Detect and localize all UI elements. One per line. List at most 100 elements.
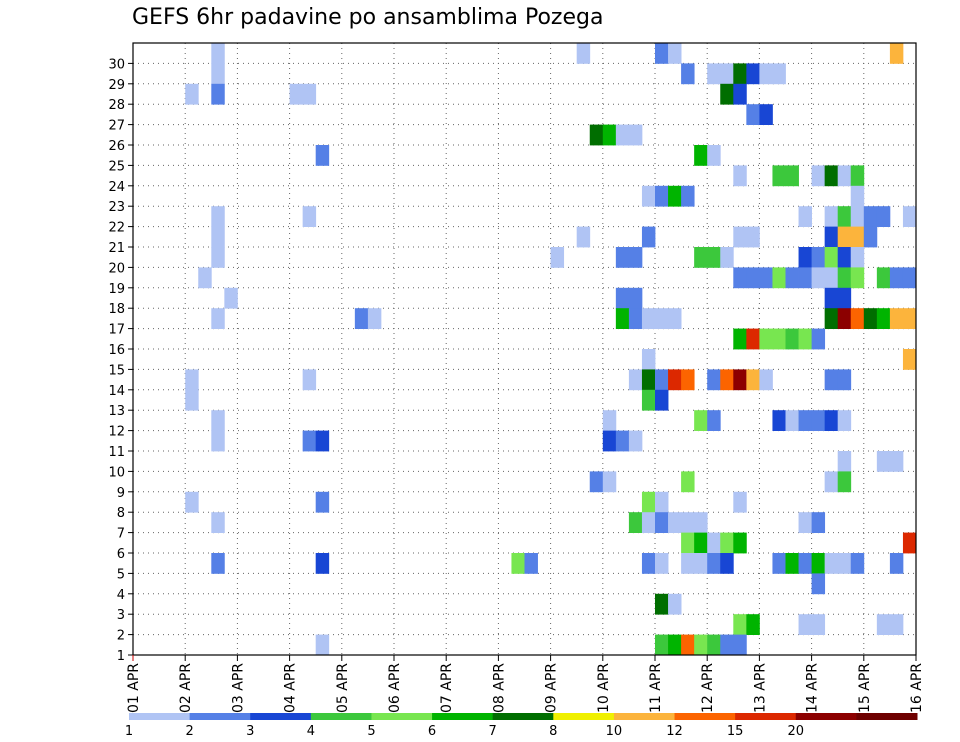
x-tick-label: 16 APR <box>909 663 925 713</box>
heatmap-cell <box>733 634 747 656</box>
heatmap-cell <box>315 430 330 452</box>
heatmap-cell <box>876 451 891 472</box>
heatmap-cell <box>811 573 826 595</box>
heatmap-cell <box>315 145 330 166</box>
y-tick-label: 10 <box>108 465 125 480</box>
heatmap-cell <box>863 308 878 329</box>
heatmap-cell <box>772 328 786 350</box>
heatmap-cell <box>655 185 669 207</box>
colorbar-label: 15 <box>727 724 744 739</box>
heatmap-cell <box>185 491 199 513</box>
y-tick-label: 26 <box>108 139 125 154</box>
heatmap-cell <box>759 328 773 350</box>
heatmap-cell <box>668 308 682 329</box>
heatmap-cell <box>837 553 852 574</box>
heatmap-cell <box>850 267 865 289</box>
x-tick-label: 02 APR <box>178 663 194 713</box>
y-tick-label: 11 <box>108 445 125 460</box>
heatmap-cell <box>681 512 695 533</box>
heatmap-cell <box>850 226 865 248</box>
y-tick-label: 30 <box>108 57 125 72</box>
heatmap-cell <box>824 553 839 574</box>
heatmap-cell <box>641 369 656 391</box>
heatmap-cell <box>811 247 826 268</box>
heatmap-cell <box>655 491 669 513</box>
heatmap-cell <box>902 308 917 329</box>
heatmap-cell <box>824 308 839 329</box>
heatmap-cell <box>824 369 839 391</box>
heatmap-cell <box>837 369 852 391</box>
x-tick-label: 12 APR <box>700 663 716 713</box>
heatmap-cell <box>902 349 917 370</box>
heatmap-cell <box>733 83 747 105</box>
colorbar-label: 10 <box>606 724 623 739</box>
heatmap-cell <box>798 267 812 289</box>
colorbar-swatch <box>795 713 857 720</box>
colorbar-swatch <box>735 713 797 720</box>
heatmap-cell <box>602 471 617 493</box>
heatmap-cell <box>785 267 799 289</box>
heatmap-cell <box>668 369 682 391</box>
heatmap-cell <box>798 328 812 350</box>
heatmap-cell <box>707 247 721 268</box>
heatmap-cell <box>798 206 812 227</box>
y-tick-label: 12 <box>108 425 125 440</box>
heatmap-cell <box>811 614 826 635</box>
heatmap-cell <box>602 410 617 431</box>
heatmap-cell <box>772 410 786 431</box>
y-tick-label: 16 <box>108 343 125 358</box>
heatmap-cell <box>720 553 734 574</box>
colorbar-swatch <box>250 713 312 720</box>
colorbar-label: 20 <box>787 724 804 739</box>
heatmap-cell <box>889 614 904 635</box>
heatmap-cell <box>733 267 747 289</box>
heatmap-cell <box>824 165 839 187</box>
heatmap-cell <box>889 267 904 289</box>
heatmap-cell <box>720 634 734 656</box>
colorbar-label: 2 <box>185 724 193 739</box>
heatmap-cell <box>211 308 225 329</box>
heatmap-cell <box>720 532 734 554</box>
heatmap-cell <box>694 553 708 574</box>
x-tick-label: 10 APR <box>596 663 612 713</box>
heatmap-cell <box>707 369 721 391</box>
colorbar-swatch <box>553 713 615 720</box>
heatmap-cell <box>824 247 839 268</box>
heatmap-cell <box>824 287 839 309</box>
heatmap-cell <box>863 226 878 248</box>
heatmap-cell <box>576 226 591 248</box>
y-tick-label: 5 <box>117 567 125 582</box>
heatmap-cell <box>707 63 721 85</box>
heatmap-cell <box>211 553 225 574</box>
heatmap-cell <box>759 104 773 125</box>
heatmap-cell <box>681 369 695 391</box>
heatmap-cell <box>524 553 538 574</box>
y-tick-label: 2 <box>117 629 125 644</box>
x-tick-label: 01 APR <box>126 663 142 713</box>
heatmap-cell <box>759 63 773 85</box>
heatmap-cell <box>837 471 852 493</box>
heatmap-cell <box>628 430 643 452</box>
heatmap-cell <box>772 63 786 85</box>
heatmap-cell <box>668 512 682 533</box>
colorbar-swatch <box>310 713 372 720</box>
heatmap-cell <box>837 267 852 289</box>
heatmap-cell <box>315 491 330 513</box>
heatmap-cell <box>602 430 617 452</box>
heatmap-cell <box>707 145 721 166</box>
heatmap-cell <box>655 43 669 64</box>
heatmap-cell <box>302 430 317 452</box>
heatmap-cell <box>694 532 708 554</box>
heatmap-cell <box>655 369 669 391</box>
y-tick-label: 17 <box>108 323 125 338</box>
heatmap-cell <box>211 247 225 268</box>
heatmap-cell <box>837 206 852 227</box>
heatmap-cell <box>837 247 852 268</box>
heatmap-cell <box>694 145 708 166</box>
heatmap-cell <box>185 83 199 105</box>
heatmap-cell <box>759 267 773 289</box>
x-tick-label: 09 APR <box>544 663 560 713</box>
heatmap-cell <box>785 328 799 350</box>
heatmap-cell <box>655 634 669 656</box>
heatmap-cell <box>224 287 238 309</box>
